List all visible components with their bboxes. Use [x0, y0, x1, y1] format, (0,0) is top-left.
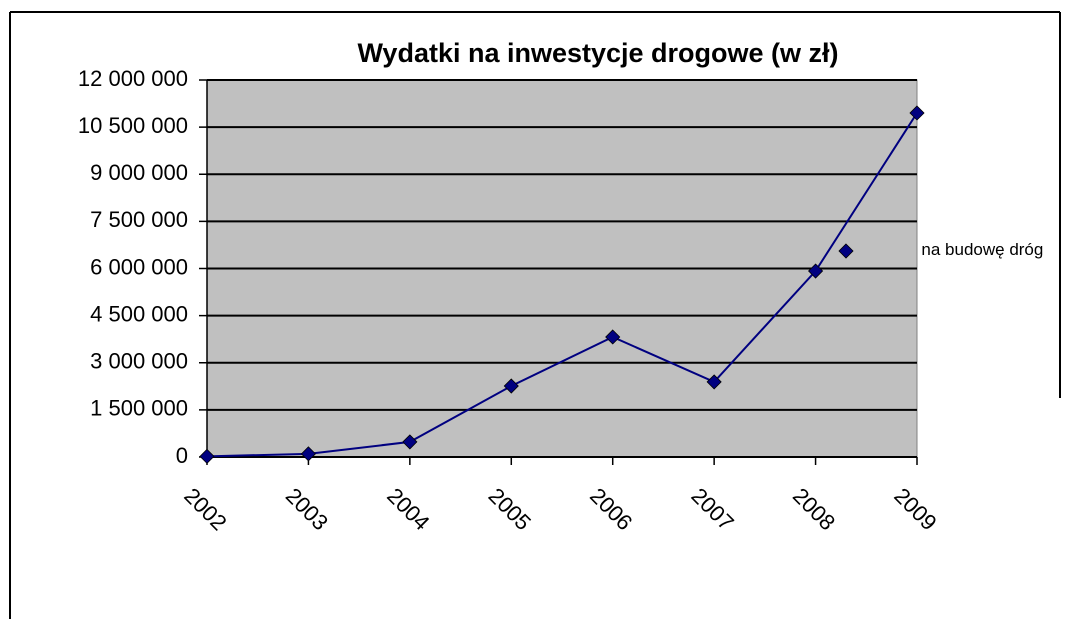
- y-tick-label: 0: [176, 443, 188, 468]
- data-point: [402, 434, 418, 450]
- y-tick-label: 10 500 000: [78, 113, 188, 138]
- x-tick-label: 2005: [484, 483, 536, 535]
- y-tick-label: 9 000 000: [90, 160, 188, 185]
- y-tick-label: 12 000 000: [78, 66, 188, 91]
- data-point: [909, 105, 925, 121]
- data-point: [503, 378, 519, 394]
- y-tick-label: 3 000 000: [90, 349, 188, 374]
- data-point: [605, 329, 621, 345]
- data-point: [199, 448, 215, 464]
- x-tick-label: 2009: [889, 483, 941, 535]
- x-tick-label: 2007: [686, 483, 738, 535]
- x-tick-label: 2006: [585, 483, 637, 535]
- y-tick-label: 6 000 000: [90, 254, 188, 279]
- x-tick-label: 2004: [382, 483, 434, 535]
- y-tick-label: 1 500 000: [90, 396, 188, 421]
- chart-title: Wydatki na inwestycje drogowe (w zł): [357, 38, 838, 68]
- series-line: [206, 112, 918, 458]
- legend-marker: [838, 243, 854, 259]
- y-tick-label: 7 500 000: [90, 207, 188, 232]
- x-tick-label: 2008: [788, 483, 840, 535]
- data-point: [706, 374, 722, 390]
- x-tick-label: 2003: [281, 483, 333, 535]
- data-point: [808, 263, 824, 279]
- data-point: [300, 446, 316, 462]
- x-tick-label: 2002: [179, 483, 231, 535]
- y-tick-label: 4 500 000: [90, 301, 188, 326]
